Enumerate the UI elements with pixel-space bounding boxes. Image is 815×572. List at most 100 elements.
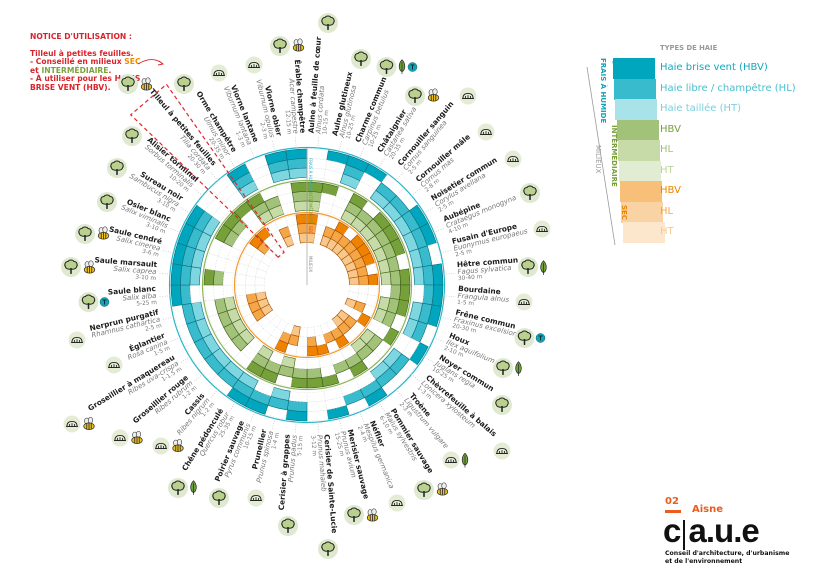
wheel-cell-filled [292, 191, 308, 203]
tree-icon [60, 257, 81, 278]
logo-subtitle: Conseil d'architecture, d'urbanisme [665, 550, 790, 557]
species-icon-group [68, 331, 86, 349]
wheel-cell-empty [340, 344, 357, 361]
species-icon-group [317, 539, 338, 560]
species-icon-group [167, 477, 198, 498]
legend-swatch [619, 160, 661, 182]
wheel-cell-empty [235, 284, 247, 297]
wheel-cell-empty [222, 284, 234, 299]
leader-line [210, 171, 219, 182]
shrub-icon [477, 123, 495, 141]
wheel-cell-empty [264, 247, 278, 261]
bee-icon [83, 416, 95, 431]
species-icon-group [117, 74, 154, 95]
milieu-ring-line [168, 146, 446, 424]
tree-icon [518, 257, 539, 278]
wheel-cell-empty [276, 319, 289, 332]
species-label: Bourdaine Frangula alnus 1-5 m [457, 284, 510, 312]
wheel-cell-empty [365, 294, 378, 308]
wheel-cell-empty [355, 371, 377, 390]
leader-line [193, 188, 204, 197]
leader-line [359, 411, 365, 423]
tree-icon [317, 539, 338, 560]
notice-text: et [30, 65, 42, 75]
wheel-cell-empty [341, 303, 354, 316]
wheel-cell-empty [318, 201, 334, 215]
highlight-dashed-sector [129, 83, 285, 259]
notice-text: . [108, 65, 112, 75]
legend-swatch [616, 119, 659, 141]
species-icon-group [63, 415, 97, 433]
wheel-cell-empty [280, 201, 296, 215]
tree-icon [167, 477, 188, 498]
shrub-icon [105, 356, 123, 374]
wheel-cell-filled [288, 167, 308, 180]
wheel-cell-filled [339, 173, 361, 190]
wheel-cell-filled [348, 276, 360, 286]
wheel-cell-empty [298, 326, 308, 338]
species-icon-group [442, 451, 470, 469]
species-icon-group [270, 35, 306, 56]
wheel-cell-filled [380, 271, 392, 286]
notice-line: et INTERMÉDIAIRE. [30, 65, 141, 76]
wheel-cell-filled [295, 213, 308, 225]
leaf-icon [515, 361, 523, 376]
wheel-cell-filled [293, 200, 308, 212]
leader-line [443, 295, 456, 297]
notice-arrowhead [157, 60, 165, 66]
notice-line: - Conseillé en milieux SEC [30, 57, 141, 67]
species-icon-group [97, 192, 118, 213]
wheel-cell-empty [323, 386, 344, 401]
leader-line [249, 411, 255, 423]
tree-icon [97, 192, 118, 213]
wheel-cell-filled [270, 386, 291, 401]
species-icon-group [519, 182, 540, 203]
bee-icon [130, 431, 143, 445]
leaf-icon [540, 260, 547, 275]
wheel-cell-empty [358, 284, 369, 295]
bee-icon [140, 77, 152, 91]
species-icon-group [60, 257, 97, 278]
wheel-cell-filled [389, 284, 401, 300]
leader-line [210, 388, 219, 399]
leader-line [295, 421, 297, 434]
wheel-cell-empty [306, 390, 326, 403]
species-icon-group [351, 49, 372, 70]
legend-label: Haie brise vent (HBV) [660, 62, 768, 73]
wheel-cell-empty [223, 258, 237, 274]
leaf-icon [189, 480, 197, 496]
bee-icon [292, 38, 305, 52]
species-icon-group [173, 73, 194, 94]
species-icon-group [75, 223, 111, 244]
species-icon-group [404, 85, 441, 106]
wheel-cell-filled [367, 273, 379, 286]
axis-label-sec: SEC [308, 226, 313, 234]
wheel-cell-empty [264, 221, 280, 236]
species-icon-group [78, 291, 110, 312]
legend-label: HBV [660, 185, 681, 196]
notice-line: - À utiliser pour les HAIES [30, 74, 141, 84]
leader-line [433, 337, 445, 343]
wheel-cell-filled [292, 367, 308, 379]
wheel-cell-empty [238, 225, 255, 242]
leader-line [169, 227, 181, 233]
wheel-cell-empty [245, 284, 256, 295]
shrub-icon [442, 451, 460, 469]
species-icon-group [247, 489, 265, 507]
leader-line [378, 401, 386, 413]
wheel-cell-empty [257, 261, 270, 273]
wheel-cell-empty [254, 276, 266, 286]
wheel-cell-empty [226, 246, 241, 263]
species-icon-group [245, 56, 263, 74]
wheel-cell-empty [239, 252, 253, 267]
wheel-cell-filled [306, 367, 322, 379]
species-icon-group [111, 429, 144, 447]
leader-line [338, 418, 343, 430]
wheel-cell-empty [247, 216, 264, 233]
leader-line [162, 249, 174, 254]
leader-line [378, 157, 386, 169]
species-icon-group [504, 150, 522, 168]
tree-icon [173, 73, 194, 94]
tree-icon [351, 49, 372, 70]
